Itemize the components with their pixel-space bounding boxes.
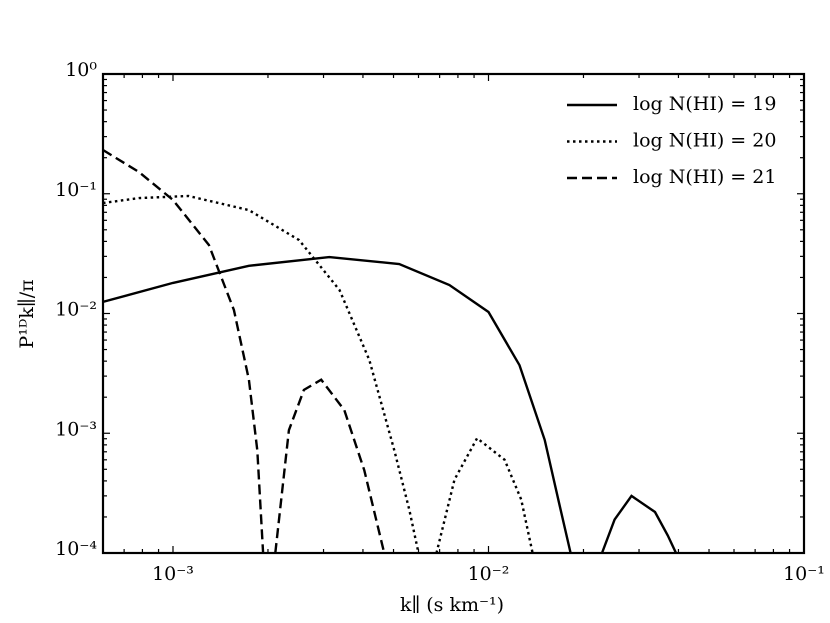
y-axis-label: P¹ᴰk∥/π [16,279,38,348]
legend-label: log N(HI) = 20 [633,130,776,152]
y-tick-label: 10⁻² [55,299,97,321]
legend-label: log N(HI) = 21 [633,166,776,188]
legend-label: log N(HI) = 19 [633,93,776,115]
y-tick-label: 10⁻¹ [55,179,97,201]
plot-frame [101,72,806,555]
series-line [103,148,386,553]
y-tick-label: 10⁻³ [55,418,97,440]
x-tick-label: 10⁻² [468,563,510,585]
x-axis-label: k∥ (s km⁻¹) [400,594,504,616]
x-tick-label: 10⁻³ [152,563,194,585]
y-tick-label: 10⁻⁴ [55,538,97,560]
series-line [103,255,678,553]
plot-area [103,148,678,553]
series-line [103,194,534,553]
y-tick-label: 10⁰ [65,59,97,81]
x-tick-label: 10⁻¹ [783,563,825,585]
